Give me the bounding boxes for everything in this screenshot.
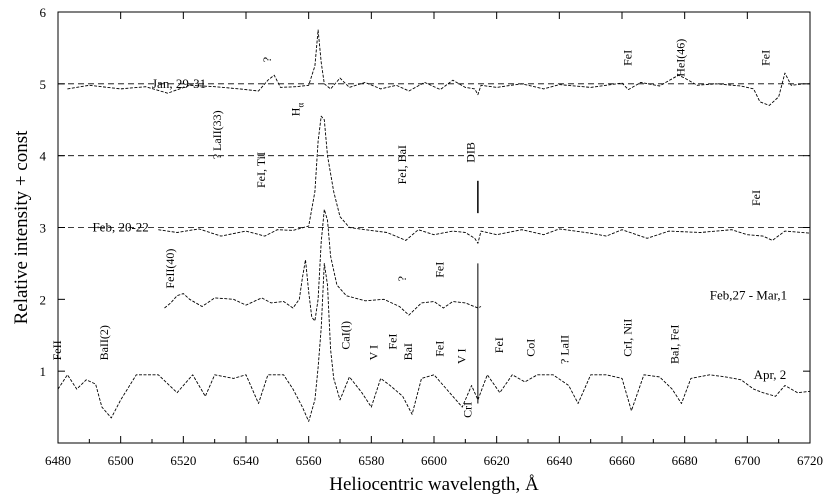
y-tick-label: 3 [40, 221, 47, 236]
x-tick-label: 6620 [484, 453, 510, 468]
y-tick-label: 6 [40, 5, 47, 20]
reference-lines [58, 83, 810, 228]
series-date-label: Feb, 20-22 [92, 220, 148, 235]
x-tick-label: 6700 [734, 453, 760, 468]
x-tick-label: 6600 [421, 453, 447, 468]
annotation-label: FeI [620, 50, 634, 66]
x-tick-label: 6580 [358, 453, 384, 468]
y-tick-label: 5 [40, 77, 47, 92]
annotation-label: FeI [432, 341, 446, 357]
x-tick-label: 6680 [672, 453, 698, 468]
y-tick-label: 1 [40, 364, 47, 379]
annotation-label: FeI [758, 50, 772, 66]
annotation-label: ? LaII [558, 335, 572, 364]
series-group [57, 29, 811, 422]
annotation-label: CaI(l) [338, 321, 352, 350]
axes: 6480 6500 6520 6540 6560 6580 6600 6620 6640 6660… [40, 5, 824, 468]
annotation-label: FeI [749, 190, 763, 206]
annotation-label: ? [395, 276, 409, 281]
annotation-label: CrI [461, 402, 475, 418]
x-tick-label: 6480 [45, 453, 71, 468]
annotation-label: FeI, BaI [395, 145, 409, 184]
x-tick-label: 6500 [108, 453, 134, 468]
series-date-label: Jan, 29-31 [152, 76, 206, 91]
series-date-label: Apr, 2 [754, 367, 787, 382]
annotation-label: ? LaII(33) [210, 110, 224, 159]
series-date-label: Feb,27 - Mar,1 [710, 288, 787, 303]
annotation-label: FeI [432, 262, 446, 278]
x-tick-label: 6720 [797, 453, 823, 468]
y-tick-label: 2 [40, 292, 47, 307]
series-line-3 [57, 262, 811, 422]
date-labels: Jan, 29-31 Feb, 20-22 Feb,27 - Mar,1 Apr, 2 [92, 76, 787, 382]
y-tick-label: 4 [40, 149, 47, 164]
annotation-label: FeI [385, 334, 399, 350]
annotation-label: FeII(40) [163, 249, 177, 289]
annotation-label: BaI, FeI [667, 325, 681, 364]
x-tick-label: 6640 [546, 453, 572, 468]
x-tick-label: 6540 [233, 453, 259, 468]
series-line-0 [67, 29, 810, 106]
annotation-label: DIB [464, 142, 478, 163]
x-tick-label: 6560 [296, 453, 322, 468]
annotation-label: FeI, TiI [254, 152, 268, 188]
annotation-label: ? [260, 57, 274, 62]
annotation-label: HeI(46) [674, 39, 688, 77]
annotation-label: BaI [401, 343, 415, 360]
x-axis-label: Heliocentric wavelength, Å [329, 474, 539, 495]
annotation-label: FeI [492, 337, 506, 353]
annotation-label: CrI, NiI [620, 319, 634, 357]
annotation-label: FeII [50, 340, 64, 360]
x-tick-label: 6660 [609, 453, 635, 468]
y-axis-label: Relative intensity + const [11, 130, 32, 325]
x-tick-label: 6520 [170, 453, 196, 468]
annotation-label: V I [367, 345, 381, 360]
annotation-label: CoI [523, 339, 537, 357]
annotation-label: V I [454, 349, 468, 364]
series-line-1 [158, 115, 811, 244]
annotation-label: BaII(2) [97, 325, 111, 360]
